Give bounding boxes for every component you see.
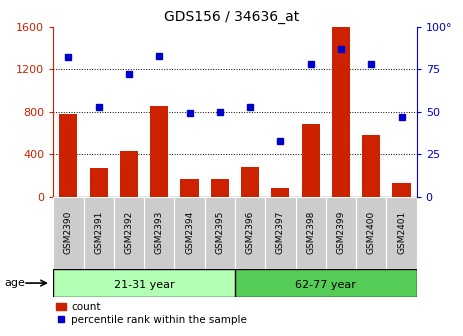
Bar: [241, 167, 259, 197]
Bar: [295, 197, 326, 269]
Bar: [181, 178, 199, 197]
Bar: [301, 124, 320, 197]
Bar: [393, 183, 411, 197]
Bar: [175, 197, 205, 269]
Text: GSM2399: GSM2399: [337, 211, 345, 254]
Bar: [271, 188, 289, 197]
Bar: [120, 151, 138, 197]
Text: age: age: [5, 278, 25, 288]
Bar: [59, 114, 77, 197]
Bar: [150, 107, 169, 197]
Bar: [235, 269, 417, 297]
Bar: [332, 27, 350, 197]
Text: GSM2393: GSM2393: [155, 211, 164, 254]
Text: GSM2396: GSM2396: [245, 211, 255, 254]
Text: GSM2400: GSM2400: [367, 211, 376, 254]
Text: GSM2401: GSM2401: [397, 211, 406, 254]
Bar: [205, 197, 235, 269]
Text: 21-31 year: 21-31 year: [114, 280, 175, 290]
Text: GSM2392: GSM2392: [125, 211, 133, 254]
Bar: [53, 197, 83, 269]
Bar: [114, 197, 144, 269]
Bar: [211, 179, 229, 197]
Bar: [326, 197, 356, 269]
Text: GSM2391: GSM2391: [94, 211, 103, 254]
Text: GSM2395: GSM2395: [215, 211, 225, 254]
Bar: [387, 197, 417, 269]
Bar: [235, 197, 265, 269]
Bar: [362, 135, 381, 197]
Text: GSM2397: GSM2397: [276, 211, 285, 254]
Text: GSM2398: GSM2398: [306, 211, 315, 254]
Bar: [356, 197, 387, 269]
Text: GDS156 / 34636_at: GDS156 / 34636_at: [164, 10, 299, 24]
Text: GSM2390: GSM2390: [64, 211, 73, 254]
Legend: count, percentile rank within the sample: count, percentile rank within the sample: [51, 298, 251, 329]
Bar: [90, 168, 108, 197]
Text: 62-77 year: 62-77 year: [295, 280, 356, 290]
Text: GSM2394: GSM2394: [185, 211, 194, 254]
Bar: [144, 197, 175, 269]
Bar: [53, 269, 235, 297]
Bar: [83, 197, 114, 269]
Bar: [265, 197, 295, 269]
